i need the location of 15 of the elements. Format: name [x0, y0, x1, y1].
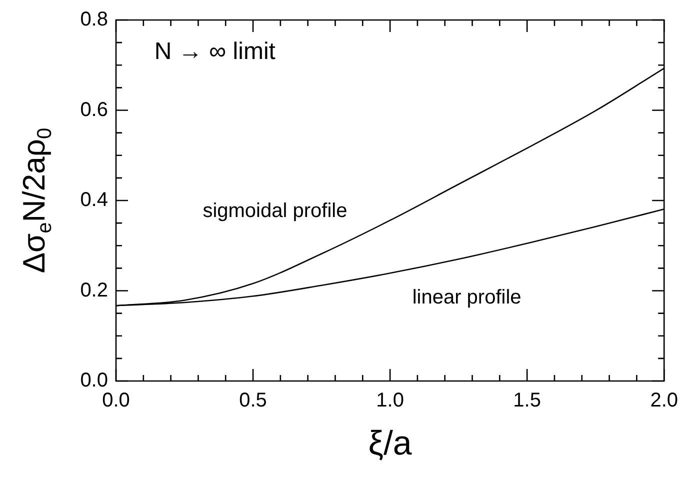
x-tick-label: 1.5: [513, 390, 541, 412]
y-tick-label: 0.6: [80, 98, 108, 121]
y-axis-title: ΔσeN/2aρ0: [16, 128, 56, 274]
y-tick-label: 0.4: [80, 189, 108, 212]
x-tick-label: 2.0: [650, 390, 678, 412]
y-tick-label: 0.0: [80, 370, 108, 392]
annotation: sigmoidal profile: [202, 200, 348, 222]
y-tick-label: 0.8: [80, 8, 108, 31]
x-tick-label: 1.0: [376, 390, 404, 412]
annotation: linear profile: [412, 286, 522, 308]
x-tick-label: 0.5: [239, 390, 267, 412]
y-tick-label: 0.2: [80, 279, 108, 302]
annotation: N → ∞ limit: [154, 38, 276, 66]
x-axis-title: ξ/a: [368, 424, 412, 462]
x-tick-label: 0.0: [102, 390, 130, 412]
